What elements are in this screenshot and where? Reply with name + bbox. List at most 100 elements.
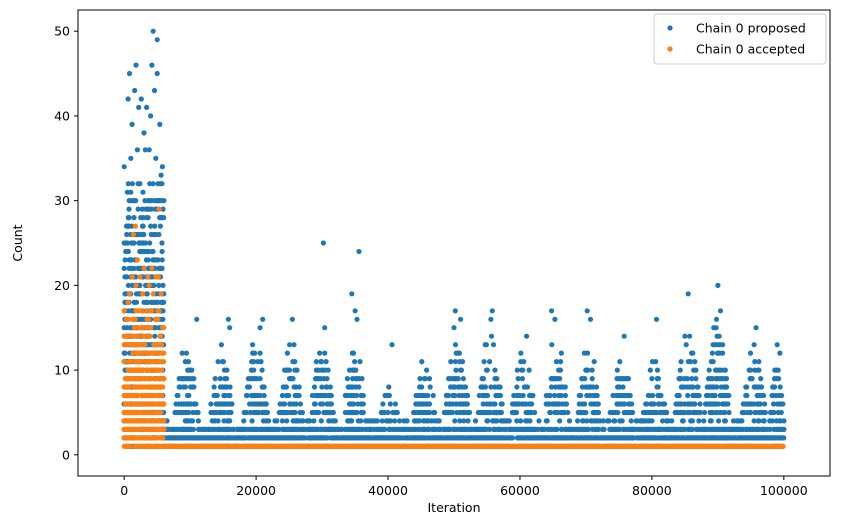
proposed-point [756,359,762,365]
proposed-point [653,316,660,322]
proposed-point [709,350,716,356]
proposed-point [354,316,360,322]
x-tick-label: 0 [120,483,128,498]
accepted-point [140,325,146,331]
proposed-point [693,376,699,382]
proposed-point [297,401,303,407]
proposed-point [554,426,560,432]
proposed-point [351,401,357,407]
proposed-point [687,333,693,339]
proposed-point [628,418,634,424]
accepted-point [160,435,166,441]
proposed-point [286,392,292,399]
proposed-point [778,409,784,416]
proposed-point [780,401,786,407]
proposed-point [748,409,754,416]
proposed-point [756,418,762,424]
proposed-point [692,359,698,365]
proposed-point [212,376,218,382]
proposed-point [655,376,662,382]
proposed-point [274,418,280,424]
proposed-point [717,308,724,314]
proposed-point [462,384,469,390]
proposed-point [595,401,601,407]
proposed-point [141,231,147,238]
y-tick-label: 10 [54,363,70,378]
proposed-point [145,257,151,263]
proposed-point [194,316,200,322]
proposed-point [710,359,716,365]
proposed-point [279,392,285,399]
proposed-point [452,418,458,424]
proposed-point [482,384,488,390]
proposed-point [148,113,154,119]
proposed-point [227,384,233,390]
proposed-point [259,367,265,373]
proposed-point [289,316,295,322]
proposed-point [715,282,721,288]
proposed-point [751,342,757,348]
proposed-point [485,418,491,424]
legend: Chain 0 proposed Chain 0 accepted [653,13,827,65]
proposed-point [689,418,696,424]
proposed-point [448,359,454,365]
proposed-point [424,367,430,373]
proposed-point [426,401,433,407]
proposed-point [286,367,293,373]
proposed-point [722,367,728,373]
proposed-point [426,409,433,416]
proposed-point [323,359,329,365]
proposed-point [121,265,127,271]
proposed-point [208,401,214,407]
proposed-point [514,418,520,424]
proposed-point [716,418,722,424]
proposed-point [472,418,479,424]
accepted-point [123,342,129,348]
proposed-point [160,316,166,322]
proposed-point [126,70,133,77]
proposed-point [455,376,461,382]
proposed-point [548,409,554,416]
proposed-point [518,350,524,356]
proposed-point [430,392,436,399]
accepted-point [146,282,152,288]
proposed-point [464,401,470,407]
proposed-point [320,401,326,407]
proposed-point [266,418,272,424]
accepted-point [158,409,164,416]
proposed-point [690,350,696,356]
proposed-point [284,350,290,356]
x-axis-label: Iteration [427,500,480,515]
proposed-point [135,206,141,212]
proposed-point [427,384,433,390]
proposed-point [394,409,400,416]
proposed-point [386,392,392,399]
proposed-point [772,384,778,390]
proposed-point [749,376,755,382]
proposed-point [161,215,167,221]
proposed-point [595,409,602,416]
proposed-point [552,316,558,322]
accepted-point [132,316,138,322]
proposed-point [621,333,627,339]
proposed-point [432,409,438,416]
proposed-point [152,223,158,229]
proposed-point [677,367,683,373]
proposed-point [506,418,512,424]
proposed-point [625,376,632,382]
proposed-point [129,181,135,187]
proposed-point [771,401,777,407]
proposed-point [156,231,162,238]
proposed-point [547,392,553,399]
proposed-point [761,418,767,424]
accepted-point [160,384,166,390]
proposed-point [712,392,718,399]
proposed-point [281,401,288,407]
proposed-point [553,359,560,365]
accepted-point [121,308,127,314]
accepted-point [147,333,153,339]
proposed-point [147,240,153,246]
proposed-point [494,376,500,382]
accepted-point [161,426,167,432]
